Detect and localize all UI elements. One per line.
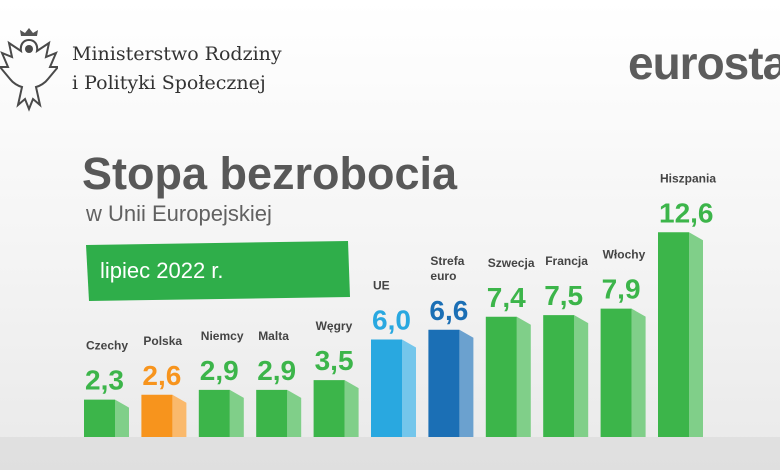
value-label-5: 6,0 bbox=[372, 305, 411, 336]
category-label-6-1: euro bbox=[430, 269, 456, 283]
value-label-3: 2,9 bbox=[257, 355, 296, 386]
ministry-name: Ministerstwo Rodziny i Polityki Społeczn… bbox=[72, 40, 282, 98]
bar-3 bbox=[256, 389, 288, 437]
value-label-10: 12,6 bbox=[659, 197, 714, 228]
category-label-9: Włochy bbox=[603, 248, 646, 262]
bar-5 bbox=[371, 339, 402, 437]
category-label-3: Malta bbox=[258, 329, 289, 343]
bar-side-9 bbox=[631, 308, 646, 437]
category-label-7: Szwecja bbox=[488, 256, 535, 270]
date-banner bbox=[86, 241, 350, 301]
bar-side-5 bbox=[402, 339, 416, 437]
bar-side-8 bbox=[574, 315, 589, 437]
category-label-4: Węgry bbox=[316, 319, 353, 333]
bar-9 bbox=[600, 308, 632, 437]
value-label-7: 7,4 bbox=[487, 282, 526, 313]
category-label-10: Hiszpania bbox=[660, 171, 716, 185]
bar-8 bbox=[543, 315, 575, 437]
chart-subtitle: w Unii Europejskiej bbox=[86, 201, 272, 226]
bar-side-7 bbox=[516, 316, 531, 437]
bar-0 bbox=[84, 399, 115, 437]
chart-floor bbox=[0, 437, 780, 470]
category-label-2: Niemcy bbox=[201, 329, 244, 343]
bar-1 bbox=[141, 394, 173, 437]
chart-title: Stopa bezrobocia bbox=[82, 148, 458, 199]
date-label: lipiec 2022 r. bbox=[100, 258, 224, 283]
bar-6 bbox=[428, 329, 460, 437]
polish-eagle-emblem bbox=[0, 28, 58, 112]
value-label-1: 2,6 bbox=[142, 360, 181, 391]
ministry-line-1: Ministerstwo Rodziny bbox=[72, 43, 282, 65]
category-label-1: Polska bbox=[143, 334, 182, 348]
bar-4 bbox=[313, 380, 345, 437]
value-label-2: 2,9 bbox=[200, 355, 239, 386]
bar-2 bbox=[198, 389, 230, 437]
category-label-6-0: Strefa bbox=[430, 254, 464, 268]
bar-side-2 bbox=[229, 389, 244, 437]
bar-side-3 bbox=[287, 389, 302, 437]
bar-side-6 bbox=[459, 329, 474, 437]
bar-side-10 bbox=[689, 232, 703, 437]
value-label-9: 7,9 bbox=[602, 274, 641, 305]
eurostat-logo: eurostat bbox=[628, 37, 780, 89]
category-label-0: Czechy bbox=[86, 339, 128, 353]
ministry-line-2: i Polityki Społecznej bbox=[72, 72, 266, 94]
bar-10 bbox=[658, 232, 689, 437]
value-label-4: 3,5 bbox=[315, 345, 354, 376]
bar-side-0 bbox=[115, 399, 129, 437]
category-label-8: Francja bbox=[545, 254, 588, 268]
value-label-8: 7,5 bbox=[544, 280, 583, 311]
category-label-5: UE bbox=[373, 279, 390, 293]
bar-7 bbox=[485, 316, 517, 437]
value-label-6: 6,6 bbox=[429, 295, 468, 326]
value-label-0: 2,3 bbox=[85, 365, 124, 396]
bar-side-1 bbox=[172, 394, 187, 437]
bar-side-4 bbox=[344, 380, 359, 437]
